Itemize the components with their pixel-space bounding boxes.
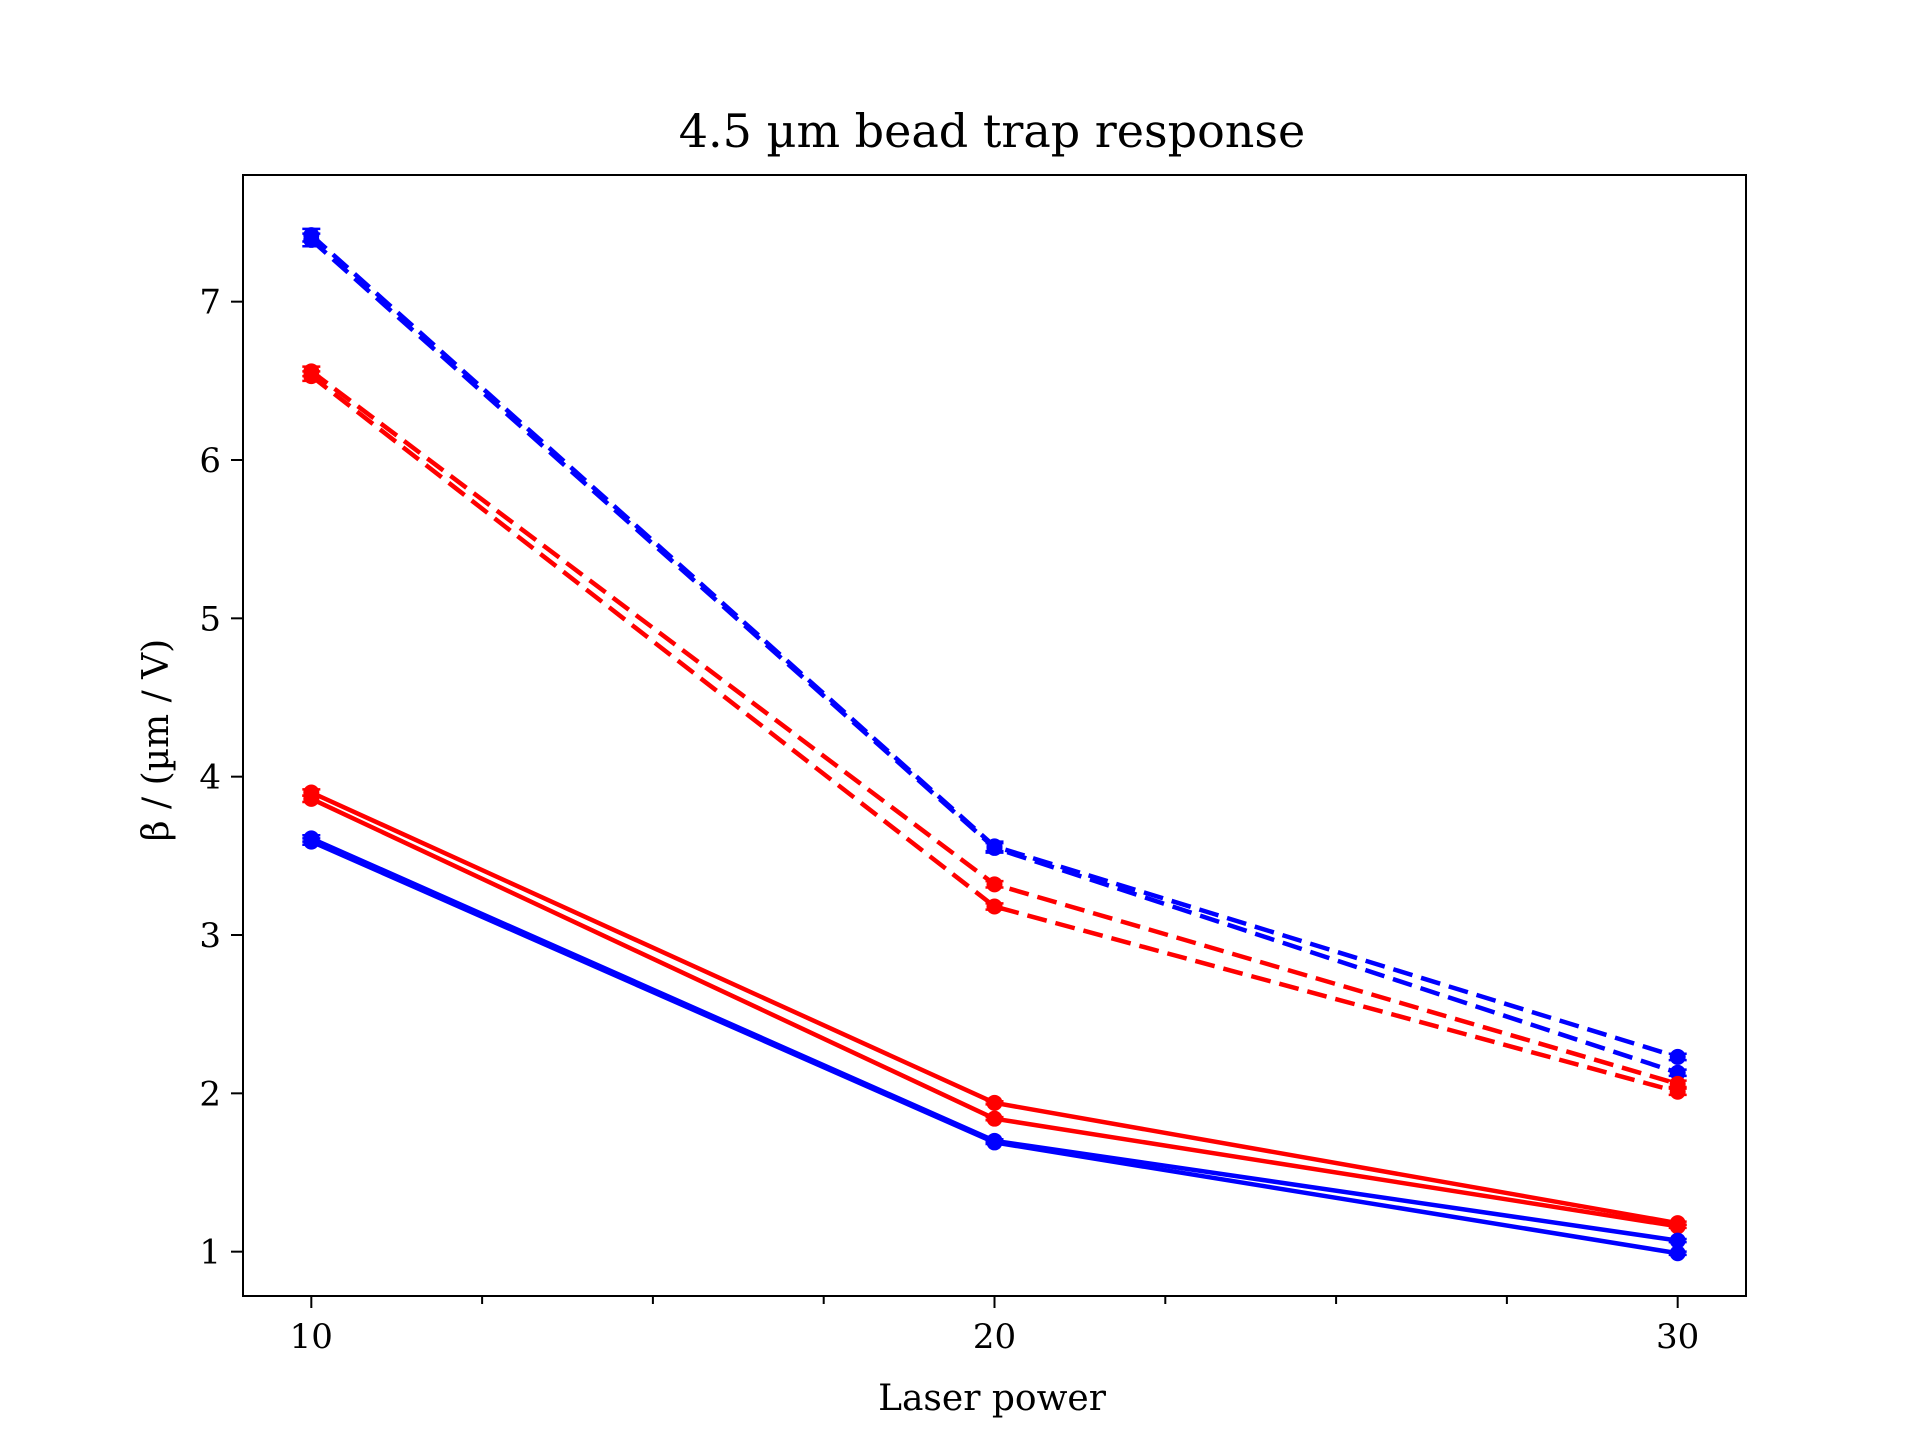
data-point <box>303 790 320 807</box>
y-tick-label: 5 <box>199 599 221 639</box>
data-point <box>303 368 320 385</box>
x-tick-label: 10 <box>290 1317 333 1357</box>
data-point <box>986 898 1003 915</box>
data-point <box>1669 1232 1686 1249</box>
x-tick-label: 30 <box>1656 1317 1699 1357</box>
data-point <box>1669 1064 1686 1081</box>
data-point <box>986 1110 1003 1127</box>
x-axis-label: Laser power <box>878 1378 1107 1419</box>
data-point <box>1669 1245 1686 1262</box>
axes-ticks: 10 20 30 1 2 3 4 5 6 7 <box>199 283 1699 1357</box>
y-tick-label: 1 <box>199 1233 221 1273</box>
data-point <box>986 1094 1003 1111</box>
x-tick-label: 20 <box>973 1317 1016 1357</box>
data-point <box>986 839 1003 856</box>
plot-area <box>302 227 1687 1262</box>
y-axis-label: β / (µm / V) <box>136 639 177 841</box>
data-point <box>1669 1048 1686 1065</box>
series-4-line <box>309 374 1679 1094</box>
data-point <box>986 1134 1003 1151</box>
series-2 <box>302 231 1687 1081</box>
y-tick-label: 4 <box>199 758 221 798</box>
data-point <box>986 876 1003 893</box>
y-tick-label: 2 <box>199 1074 221 1114</box>
chart-title: 4.5 µm bead trap response <box>679 104 1305 158</box>
series-4 <box>302 368 1687 1100</box>
y-tick-label: 3 <box>199 916 221 956</box>
data-point <box>303 833 320 850</box>
y-tick-label: 7 <box>199 283 221 323</box>
data-point <box>1669 1218 1686 1235</box>
series-8 <box>302 833 1687 1262</box>
y-tick-label: 6 <box>199 441 221 481</box>
data-point <box>303 231 320 248</box>
series-6 <box>302 790 1687 1235</box>
data-point <box>1669 1083 1686 1100</box>
